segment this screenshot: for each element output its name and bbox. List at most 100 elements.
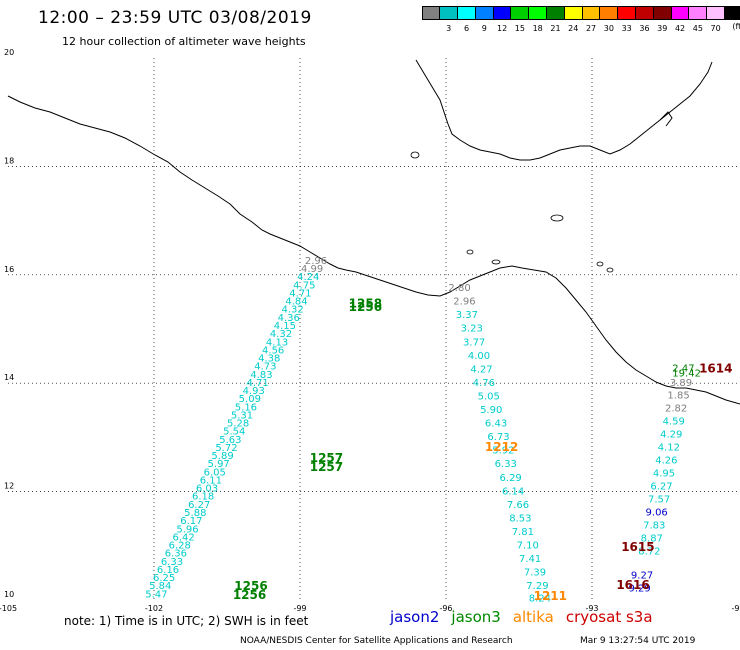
wave-height-value: 5.96 <box>176 524 198 535</box>
wave-height-value: 5.84 <box>149 581 171 592</box>
wave-height-value: 4.59 <box>663 416 685 427</box>
wave-height-value: 4.83 <box>250 370 272 381</box>
colorbar-entry: 70 <box>706 6 726 34</box>
island <box>491 259 501 265</box>
wave-height-value: 8.53 <box>509 513 531 524</box>
wave-height-value: 2.96 <box>305 256 327 267</box>
colorbar-label: 39 <box>657 24 668 33</box>
wave-height-value: 4.56 <box>262 345 284 356</box>
colorbar-entry: 24 <box>563 6 583 34</box>
wave-height-value: 7.10 <box>517 541 539 552</box>
generated-timestamp: Mar 9 13:27:54 UTC 2019 <box>580 636 696 646</box>
gulf-coastline <box>415 59 713 161</box>
lat-lon-grid <box>8 58 738 600</box>
pass-time-label: 1256 <box>233 588 266 602</box>
satellite-legend-item: jason2 <box>390 608 440 626</box>
wave-height-value: 8.24 <box>529 594 551 605</box>
wave-height-value: 2.80 <box>448 283 470 294</box>
credit-line: NOAA/NESDIS Center for Satellite Applica… <box>240 636 513 646</box>
lat-tick-label: 16 <box>4 265 14 274</box>
wave-height-value: 8.72 <box>638 546 660 557</box>
wave-height-value: 4.93 <box>243 386 265 397</box>
wave-height-value: 6.25 <box>153 573 175 584</box>
map-title: 12:00 – 23:59 UTC 03/08/2019 <box>38 8 312 28</box>
wave-height-value: 4.73 <box>254 362 276 373</box>
wave-height-value: 7.29 <box>526 581 548 592</box>
colorbar-label: 6 <box>463 24 470 33</box>
colorbar-label: 45 <box>692 24 703 33</box>
wave-height-value: 4.76 <box>473 378 495 389</box>
lat-tick-label: 18 <box>4 156 14 165</box>
wave-height-value: 6.29 <box>500 473 522 484</box>
wave-height-value: 5.05 <box>478 391 500 402</box>
colorbar-label: 9 <box>481 24 487 33</box>
pass-time-label: 1258 <box>349 296 382 310</box>
island <box>606 267 614 273</box>
wave-height-value: 4.71 <box>289 288 311 299</box>
wave-height-value: 4.15 <box>274 321 296 332</box>
colorbar-label: 33 <box>621 24 632 33</box>
wave-height-value: 5.88 <box>184 508 206 519</box>
wave-height-value: 4.75 <box>293 280 315 291</box>
wave-height-value: 2.82 <box>665 403 687 414</box>
wave-height-value: 2.96 <box>453 297 475 308</box>
satellite-legend-item: altika <box>512 608 554 626</box>
colorbar-entry: 27 <box>581 6 601 34</box>
colorbar-entry: 30 <box>599 6 619 34</box>
pass-time-label: 1256 <box>234 579 267 593</box>
island <box>466 249 474 255</box>
wave-height-value: 9.27 <box>631 570 653 581</box>
wave-height-value: 6.14 <box>502 486 524 497</box>
wave-height-value: 5.47 <box>145 589 167 600</box>
wave-height-value: 4.24 <box>297 272 319 283</box>
wave-height-value: 4.13 <box>266 337 288 348</box>
wave-height-value: 5.16 <box>235 402 257 413</box>
wave-height-value: 5.97 <box>208 459 230 470</box>
wave-height-value: 4.99 <box>301 264 323 275</box>
wave-height-value: 6.33 <box>495 459 517 470</box>
wave-height-value: 6.36 <box>165 549 187 560</box>
colorbar-entry: 9 <box>474 6 494 34</box>
wave-height-value: 3.37 <box>456 310 478 321</box>
wave-height-value: 4.12 <box>658 442 680 453</box>
lat-tick-label: 20 <box>4 48 14 57</box>
pass-time-label: 1256 <box>349 300 382 314</box>
altimeter-tracks: 2.964.994.244.754.714.844.324.364.154.32… <box>145 256 701 605</box>
lon-tick-label: -105 <box>0 604 17 613</box>
wave-height-value: 6.17 <box>180 516 202 527</box>
wave-height-value: 4.32 <box>282 305 304 316</box>
colorbar-label: 27 <box>585 24 597 33</box>
lon-tick-label: -99 <box>293 604 306 613</box>
map-subtitle: 12 hour collection of altimeter wave hei… <box>62 35 306 48</box>
pass-time-label: 1614 <box>699 361 732 375</box>
colorbar-label: 70 <box>710 24 721 33</box>
colorbar-label: 42 <box>674 24 686 33</box>
wave-height-value: 5.89 <box>211 451 233 462</box>
island <box>596 261 604 267</box>
colorbar-swatch <box>724 6 740 20</box>
wave-height-value: 4.29 <box>660 429 682 440</box>
pass-time-label: 1257 <box>310 451 343 465</box>
satellite-legend-item: jason3 <box>451 608 501 626</box>
wave-height-value: 4.36 <box>278 313 300 324</box>
wave-height-value: 6.03 <box>196 484 218 495</box>
wave-height-value: 6.42 <box>172 532 194 543</box>
colorbar-label: 18 <box>532 24 543 33</box>
wave-height-value: 5.63 <box>219 435 241 446</box>
wave-height-value: 5.90 <box>480 405 502 416</box>
satellite-legend: jason2 jason3 altika cryosat s3a <box>390 608 653 626</box>
lat-tick-label: 14 <box>4 373 14 382</box>
pass-time-label: 1615 <box>621 540 654 554</box>
wave-height-value: 7.41 <box>519 554 541 565</box>
wave-height-value: 4.26 <box>655 455 677 466</box>
wave-height-value: 4.71 <box>246 378 268 389</box>
lon-tick-label: -93 <box>585 604 598 613</box>
wave-height-value: 6.11 <box>200 475 222 486</box>
lon-tick-label: -96 <box>439 604 452 613</box>
wave-height-value: 1.85 <box>667 390 689 401</box>
wave-height-value: 5.54 <box>223 427 245 438</box>
wave-height-value: 6.27 <box>650 481 672 492</box>
